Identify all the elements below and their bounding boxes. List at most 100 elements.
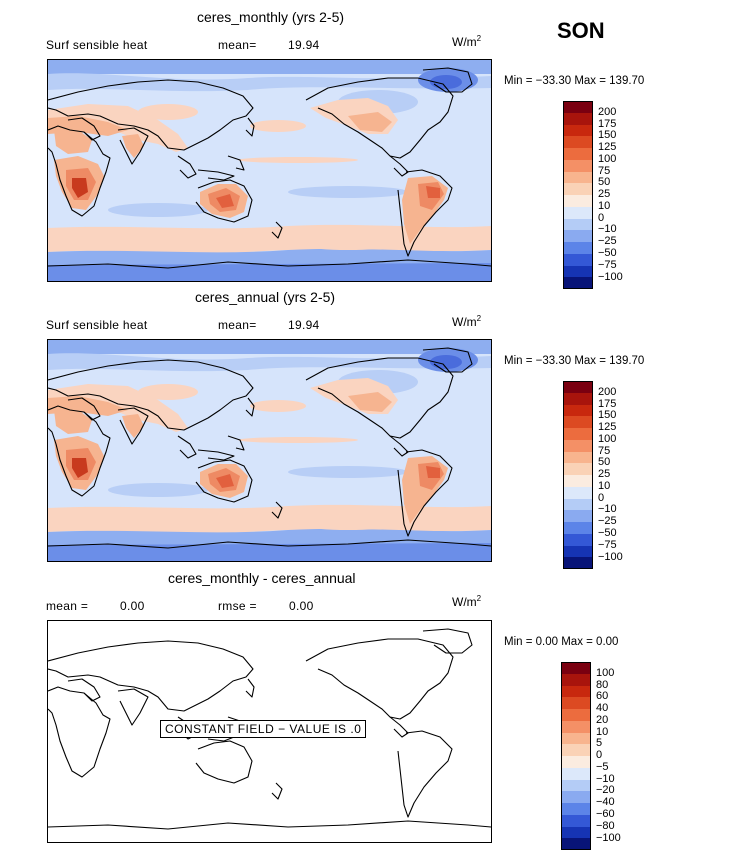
panel1-mean-label: mean= <box>218 38 257 52</box>
colorbar-tick-label: 125 <box>598 421 617 434</box>
colorbar-tick-label: 100 <box>596 666 615 679</box>
colorbar-swatch <box>561 673 591 686</box>
colorbar-swatch <box>563 218 593 231</box>
panel2-title: ceres_annual (yrs 2-5) <box>195 289 336 305</box>
colorbar-tick-label: −100 <box>598 270 623 283</box>
colorbar-swatch <box>561 709 591 721</box>
colorbar-swatch <box>563 510 593 523</box>
colorbar-swatch <box>563 277 593 290</box>
colorbar-tick-label: 20 <box>596 713 609 726</box>
colorbar-swatch <box>563 253 593 266</box>
colorbar-tick-label: 0 <box>598 211 605 224</box>
colorbar-tick-label: 100 <box>598 432 617 445</box>
colorbar-tick-label: 60 <box>596 690 609 703</box>
panel2-colorbar <box>563 381 593 570</box>
panel3-units: W/m2 <box>452 594 482 609</box>
panel3-mean-value: 0.00 <box>120 599 145 613</box>
panel1-variable-label: Surf sensible heat <box>46 38 148 52</box>
colorbar-tick-label: −25 <box>598 235 617 248</box>
colorbar-swatch <box>563 475 593 487</box>
colorbar-swatch <box>563 557 593 570</box>
colorbar-tick-label: −40 <box>596 796 615 809</box>
colorbar-tick-label: 75 <box>598 164 611 177</box>
colorbar-swatch <box>561 744 591 757</box>
panel1-units: W/m2 <box>452 34 482 49</box>
colorbar-swatch <box>563 195 593 207</box>
colorbar-swatch <box>563 171 593 184</box>
colorbar-tick-label: −60 <box>596 808 615 820</box>
colorbar-tick-label: 150 <box>598 129 617 142</box>
panel3-coastlines <box>48 628 491 830</box>
colorbar-tick-label: 200 <box>598 385 617 398</box>
colorbar-tick-label: 50 <box>598 176 611 189</box>
colorbar-swatch <box>563 439 593 452</box>
panel3-rmse-label: rmse = <box>218 599 257 613</box>
panel2-map-field <box>48 340 491 561</box>
panel2-map <box>47 339 492 562</box>
colorbar-tick-label: −50 <box>598 247 617 259</box>
colorbar-swatch <box>561 697 591 710</box>
colorbar-tick-label: 10 <box>598 199 611 212</box>
colorbar-swatch <box>563 404 593 417</box>
colorbar-tick-label: −80 <box>596 819 615 832</box>
colorbar-tick-label: 0 <box>598 491 605 504</box>
colorbar-swatch <box>561 720 591 733</box>
colorbar-swatch <box>561 685 591 698</box>
colorbar-swatch <box>563 451 593 464</box>
colorbar-tick-label: 25 <box>598 468 611 481</box>
panel2-mean-value: 19.94 <box>288 318 320 332</box>
colorbar-tick-label: 150 <box>598 409 617 422</box>
colorbar-tick-label: −10 <box>596 772 615 785</box>
panel1-minmax: Min = −33.30 Max = 139.70 <box>504 75 645 87</box>
colorbar-swatch <box>561 803 591 815</box>
colorbar-swatch <box>561 732 591 745</box>
panel2-minmax: Min = −33.30 Max = 139.70 <box>504 355 645 367</box>
season-label: SON <box>557 18 605 43</box>
panel3-colorbar <box>561 662 591 850</box>
colorbar-swatch <box>563 486 593 499</box>
colorbar-tick-label: 125 <box>598 141 617 154</box>
colorbar-tick-label: −75 <box>598 258 617 271</box>
panel1-mean-value: 19.94 <box>288 38 320 52</box>
panel1-title: ceres_monthly (yrs 2-5) <box>197 9 345 25</box>
constant-field-note: CONSTANT FIELD − VALUE IS .0 <box>160 720 367 738</box>
panel3-mean-label: mean = <box>46 599 89 613</box>
colorbar-tick-label: 80 <box>596 678 609 691</box>
colorbar-tick-label: 10 <box>598 479 611 492</box>
colorbar-tick-label: 200 <box>598 105 617 118</box>
colorbar-tick-label: 175 <box>598 397 617 410</box>
panel1-colorbar <box>563 101 593 290</box>
colorbar-swatch <box>563 522 593 534</box>
colorbar-swatch <box>563 428 593 440</box>
panel2-units: W/m2 <box>452 314 482 329</box>
colorbar-swatch <box>563 101 593 113</box>
colorbar-tick-label: 0 <box>596 749 603 762</box>
colorbar-tick-label: −100 <box>596 831 621 844</box>
colorbar-tick-label: −10 <box>598 503 617 516</box>
colorbar-swatch <box>563 498 593 511</box>
colorbar-swatch <box>563 112 593 125</box>
panel3-title: ceres_monthly - ceres_annual <box>168 570 356 586</box>
colorbar-swatch <box>563 265 593 278</box>
colorbar-swatch <box>563 230 593 243</box>
panel2-mean-label: mean= <box>218 318 257 332</box>
colorbar-tick-label: 100 <box>598 152 617 165</box>
colorbar-swatch <box>561 662 591 674</box>
colorbar-tick-label: −20 <box>596 784 615 797</box>
colorbar-swatch <box>563 183 593 196</box>
colorbar-swatch <box>563 416 593 429</box>
panel1-map <box>47 59 492 282</box>
colorbar-swatch <box>563 136 593 149</box>
colorbar-tick-label: −5 <box>596 760 609 773</box>
colorbar-tick-label: 5 <box>596 737 603 750</box>
colorbar-tick-label: 75 <box>598 444 611 457</box>
colorbar-swatch <box>563 124 593 137</box>
colorbar-swatch <box>563 533 593 546</box>
colorbar-swatch <box>563 242 593 254</box>
colorbar-tick-label: 40 <box>596 702 609 715</box>
colorbar-swatch <box>561 838 591 850</box>
colorbar-tick-label: −10 <box>598 223 617 236</box>
colorbar-swatch <box>561 779 591 792</box>
colorbar-swatch <box>561 826 591 839</box>
colorbar-tick-label: 175 <box>598 117 617 130</box>
